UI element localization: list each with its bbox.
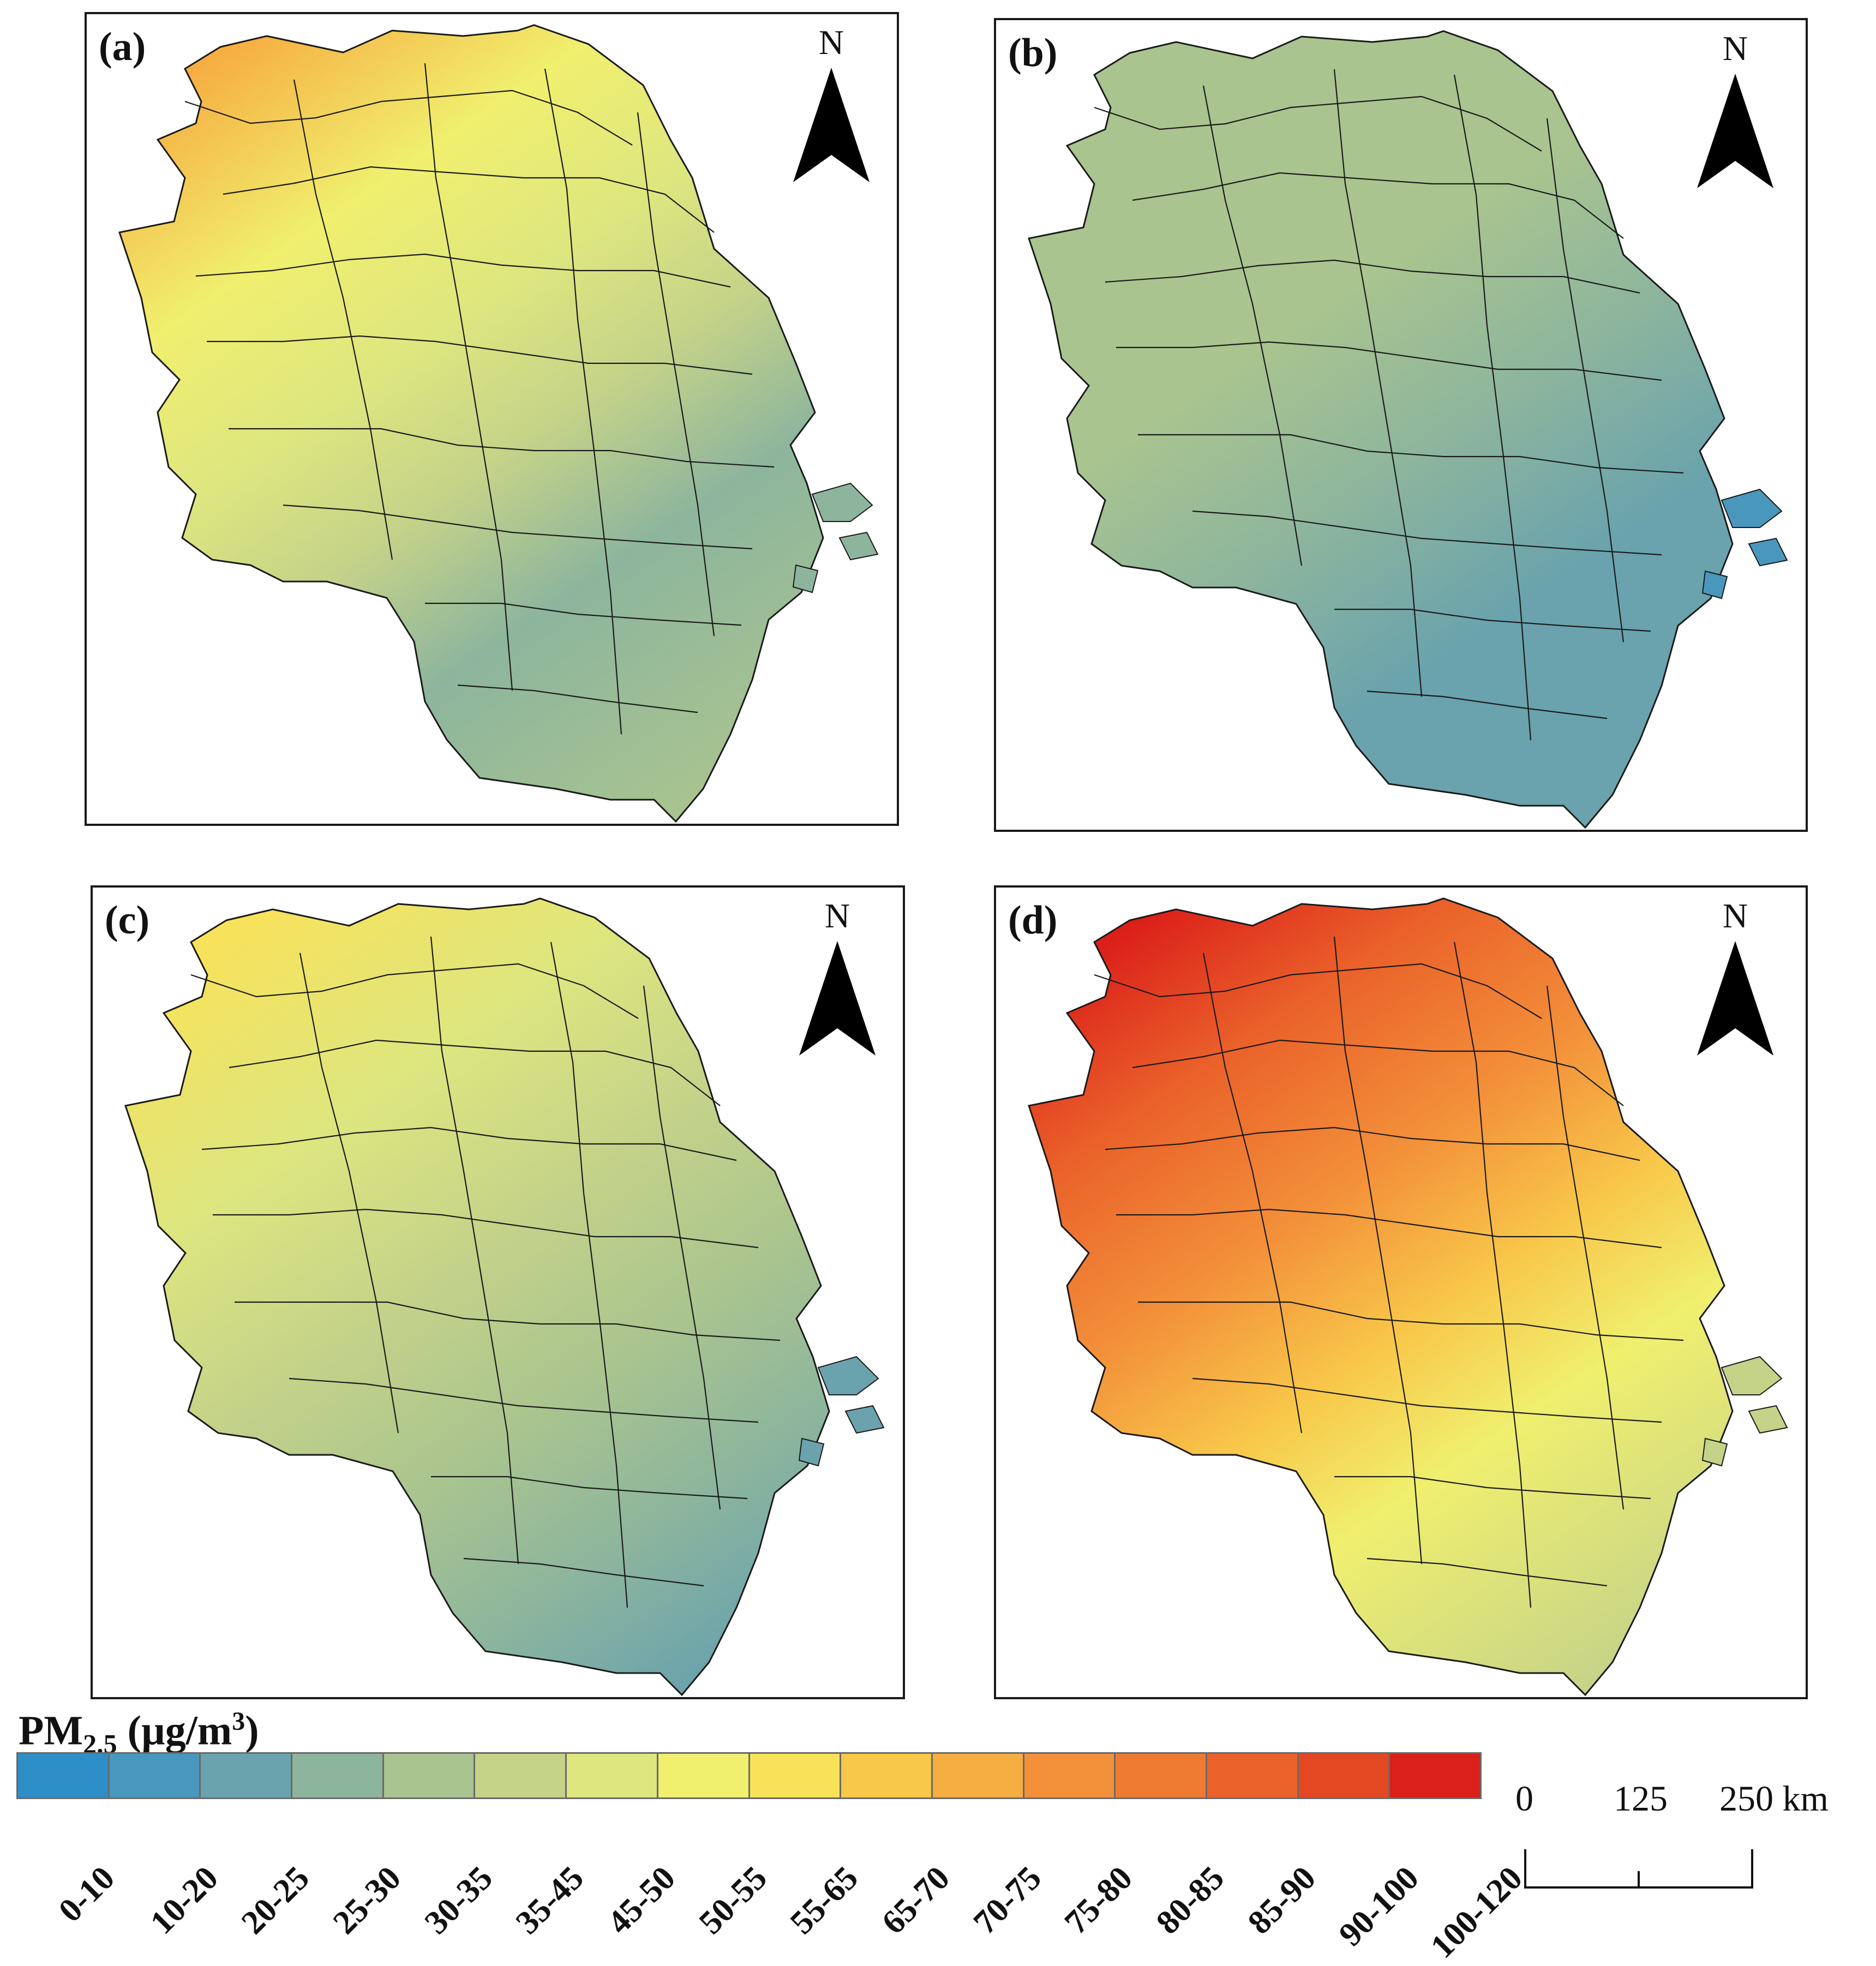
- legend-swatch: [931, 1752, 1024, 1799]
- legend-title-sup: 3: [232, 1707, 245, 1736]
- legend-tick-label: 85-90: [1240, 1859, 1323, 1941]
- panel-label-b: (b): [1008, 31, 1058, 75]
- panel-label-d: (d): [1008, 898, 1058, 943]
- legend-swatch: [656, 1752, 750, 1799]
- legend-tick-label: 90-100: [1332, 1859, 1427, 1953]
- map-panel-c: (c) N: [91, 885, 905, 1699]
- scale-bar: 0 125 250 km: [1506, 1778, 1866, 1942]
- legend-swatch: [840, 1752, 933, 1799]
- scale-label-0: 0: [1515, 1779, 1533, 1819]
- panel-label-c: (c): [105, 898, 150, 943]
- legend-swatch: [748, 1752, 842, 1799]
- legend-swatch: [1297, 1752, 1390, 1799]
- legend-tick-label: 20-25: [234, 1859, 317, 1941]
- legend-tick-label: 80-85: [1149, 1859, 1232, 1941]
- map-panel-a: (a) N: [85, 12, 899, 826]
- pm25-map-a: [118, 24, 879, 823]
- legend-title-unit: (µg/m: [127, 1707, 232, 1754]
- north-arrow-c: N: [796, 898, 878, 1056]
- pm25-map-d: [1028, 897, 1788, 1697]
- legend-swatch: [291, 1752, 384, 1799]
- north-letter-d: N: [1722, 896, 1748, 935]
- legend-swatch: [565, 1752, 658, 1799]
- legend-color-bar: [16, 1752, 1482, 1799]
- legend-title-close: ): [245, 1707, 259, 1754]
- legend-tick-label: 0-10: [51, 1859, 122, 1929]
- legend-swatch: [474, 1752, 567, 1799]
- legend-title-main: PM: [19, 1707, 83, 1754]
- north-arrow-icon: [793, 68, 870, 182]
- north-arrow-b: N: [1694, 31, 1776, 188]
- north-arrow-icon: [1697, 941, 1773, 1056]
- north-arrow-d: N: [1694, 898, 1776, 1056]
- scale-bar-line: [1524, 1849, 1753, 1889]
- north-letter-a: N: [818, 23, 844, 62]
- legend-tick-label: 75-80: [1058, 1859, 1140, 1941]
- legend-swatch: [1022, 1752, 1116, 1799]
- map-panel-b: (b) N: [994, 18, 1808, 832]
- legend-tick-label: 55-65: [783, 1859, 866, 1941]
- legend-swatch: [382, 1752, 476, 1799]
- legend-tick-label: 70-75: [966, 1859, 1048, 1941]
- pm25-map-b: [1028, 30, 1788, 829]
- north-arrow-icon: [1697, 74, 1773, 188]
- map-panel-d: (d) N: [994, 885, 1808, 1699]
- north-letter-c: N: [824, 896, 850, 935]
- legend-swatch: [16, 1752, 110, 1799]
- legend-swatch: [107, 1752, 201, 1799]
- legend-tick-label: 35-45: [508, 1859, 591, 1941]
- panel-label-a: (a): [99, 25, 146, 69]
- legend-swatch: [1388, 1752, 1482, 1799]
- scale-label-125: 125: [1614, 1779, 1668, 1819]
- scale-label-250: 250 km: [1719, 1779, 1829, 1819]
- north-letter-b: N: [1722, 29, 1748, 68]
- legend-tick-label: 45-50: [600, 1859, 683, 1941]
- legend-tick-label: 10-20: [143, 1859, 225, 1941]
- legend-tick-label: 25-30: [326, 1859, 408, 1941]
- legend-title: PM2.5 (µg/m3): [19, 1706, 259, 1760]
- legend-tick-label: 50-55: [692, 1859, 774, 1941]
- legend-swatch: [199, 1752, 293, 1799]
- legend-tick-label: 30-35: [417, 1859, 500, 1941]
- legend-tick-label: 65-70: [874, 1859, 957, 1941]
- north-arrow-a: N: [790, 25, 872, 182]
- north-arrow-icon: [799, 941, 876, 1056]
- legend-swatch: [1114, 1752, 1207, 1799]
- pm25-map-c: [124, 897, 885, 1697]
- legend-swatch: [1205, 1752, 1299, 1799]
